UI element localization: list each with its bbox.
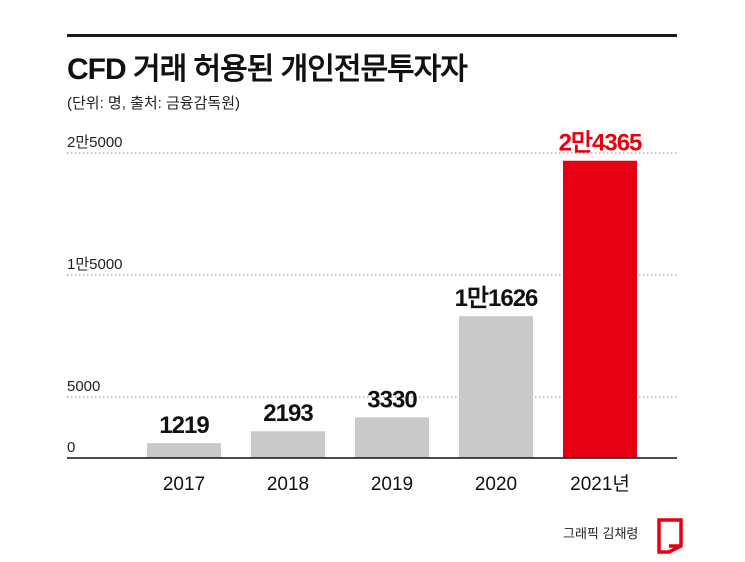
data-label: 2만4365 [559, 130, 642, 157]
x-tick-label: 2017 [163, 474, 205, 495]
title-rule [67, 34, 677, 37]
publisher-logo-icon [657, 518, 683, 554]
y-tick-label: 1만5000 [67, 256, 123, 273]
data-label: 1만1626 [455, 285, 538, 312]
chart-title: CFD 거래 허용된 개인전문투자자 [67, 53, 468, 86]
y-tick-label: 2만5000 [67, 134, 123, 151]
graphic-credit: 그래픽 김채령 [563, 526, 639, 541]
data-label: 2193 [263, 400, 313, 427]
bar [147, 443, 221, 458]
x-tick-label: 2018 [267, 474, 309, 495]
bar [251, 431, 325, 458]
y-tick-label: 0 [67, 439, 75, 456]
bar [563, 160, 637, 458]
y-tick-label: 5000 [67, 378, 100, 395]
x-tick-label: 2021년 [570, 473, 630, 495]
x-tick-label: 2020 [475, 474, 517, 495]
data-label: 1219 [159, 412, 209, 439]
x-tick-label: 2019 [371, 474, 413, 495]
bar [355, 417, 429, 458]
data-label: 3330 [367, 386, 417, 413]
chart-subtitle: (단위: 명, 출처: 금융감독원) [67, 95, 240, 112]
bar [459, 316, 533, 458]
